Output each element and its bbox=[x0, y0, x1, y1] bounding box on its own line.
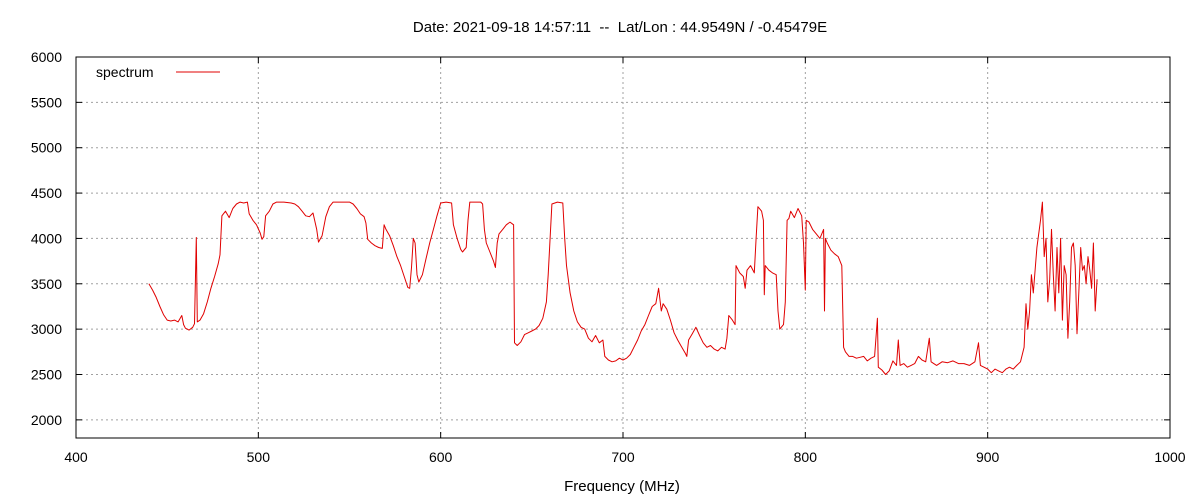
y-tick-label: 3000 bbox=[31, 321, 62, 337]
x-tick-label: 1000 bbox=[1154, 449, 1185, 465]
plot-area bbox=[148, 201, 1098, 375]
x-tick-label: 600 bbox=[429, 449, 453, 465]
x-tick-label: 800 bbox=[794, 449, 818, 465]
axes: 400 500 600 700 800 900 1000 2000 2500 3000 3500 40… bbox=[31, 49, 1186, 465]
x-tick-label: 700 bbox=[611, 449, 635, 465]
series-line-spectrum bbox=[148, 201, 1098, 375]
x-tick-label: 400 bbox=[64, 449, 88, 465]
x-tick-label: 500 bbox=[247, 449, 271, 465]
x-tick-label: 900 bbox=[976, 449, 1000, 465]
legend: spectrum bbox=[96, 64, 220, 80]
y-tick-label: 4500 bbox=[31, 185, 62, 201]
plot-frame bbox=[75, 56, 1171, 439]
y-tick-label: 2000 bbox=[31, 412, 62, 428]
y-tick-label: 5500 bbox=[31, 94, 62, 110]
chart-title: Date: 2021-09-18 14:57:11 -- Lat/Lon : 4… bbox=[413, 19, 827, 36]
legend-label: spectrum bbox=[96, 64, 154, 80]
y-tick-label: 2500 bbox=[31, 367, 62, 383]
x-axis-label: Frequency (MHz) bbox=[564, 478, 680, 495]
y-tick-label: 5000 bbox=[31, 140, 62, 156]
y-tick-label: 4000 bbox=[31, 230, 62, 246]
grid-lines bbox=[76, 57, 1170, 438]
y-tick-label: 3500 bbox=[31, 276, 62, 292]
y-tick-label: 6000 bbox=[31, 49, 62, 65]
